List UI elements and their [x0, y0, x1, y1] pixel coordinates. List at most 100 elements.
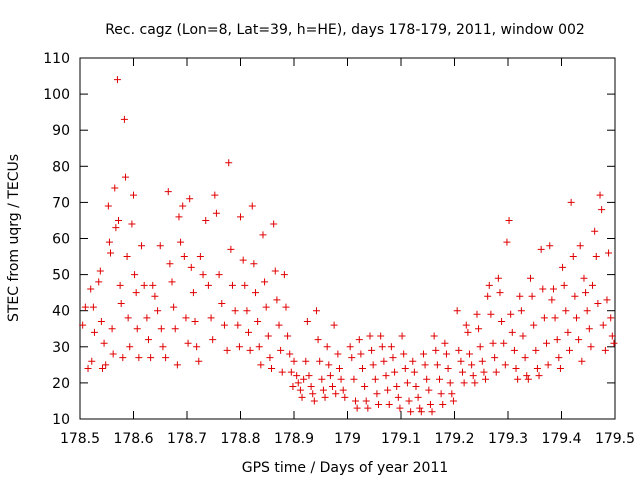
data-point: [473, 310, 481, 318]
data-points: [79, 76, 618, 416]
data-point: [168, 278, 176, 286]
data-point: [204, 281, 212, 289]
data-point: [598, 206, 606, 214]
y-axis-label: STEC from uqrg / TECUs: [6, 154, 22, 322]
data-point: [482, 375, 490, 383]
data-point: [350, 375, 358, 383]
data-point: [358, 364, 366, 372]
data-point: [516, 292, 524, 300]
data-point: [323, 343, 331, 351]
data-point: [248, 202, 256, 210]
data-point: [517, 307, 525, 315]
data-point: [191, 318, 199, 326]
data-point: [202, 216, 210, 224]
data-point: [523, 372, 531, 380]
data-point: [268, 364, 276, 372]
data-point: [375, 401, 383, 409]
data-point: [539, 285, 547, 293]
data-point: [348, 354, 356, 362]
data-point: [394, 393, 402, 401]
data-point: [496, 289, 504, 297]
data-point: [171, 325, 179, 333]
data-point: [284, 332, 292, 340]
data-point: [548, 296, 556, 304]
data-point: [261, 278, 269, 286]
data-point: [133, 325, 141, 333]
data-point: [521, 354, 529, 362]
data-point: [170, 303, 178, 311]
x-tick-label: 179.1: [381, 431, 421, 447]
data-point: [524, 375, 532, 383]
data-point: [465, 350, 473, 358]
data-point: [491, 354, 499, 362]
data-point: [159, 343, 167, 351]
data-point: [196, 253, 204, 261]
data-point: [364, 404, 372, 412]
data-point: [441, 339, 449, 347]
data-point: [362, 397, 370, 405]
data-point: [439, 401, 447, 409]
y-tick-label: 60: [52, 232, 70, 248]
data-point: [151, 292, 159, 300]
plot-frame: [79, 57, 616, 420]
data-point: [352, 397, 360, 405]
data-point: [501, 361, 509, 369]
data-point: [377, 332, 385, 340]
data-point: [90, 328, 98, 336]
data-point: [337, 375, 345, 383]
data-point: [433, 361, 441, 369]
data-point: [410, 368, 418, 376]
y-tick-label: 30: [52, 340, 70, 356]
data-point: [469, 372, 477, 380]
x-tick-label: 178.9: [274, 431, 314, 447]
data-point: [223, 346, 231, 354]
data-point: [319, 386, 327, 394]
data-point: [175, 213, 183, 221]
data-point: [140, 281, 148, 289]
data-point: [271, 267, 279, 275]
data-point: [131, 271, 139, 279]
data-point: [500, 339, 508, 347]
data-point: [562, 307, 570, 315]
data-point: [514, 375, 522, 383]
data-point: [189, 289, 197, 297]
x-axis: 178.5 178.6 178.7 178.8 178.9 179 179.1 179.2 17…: [60, 58, 635, 447]
data-point: [211, 191, 219, 199]
data-point: [398, 332, 406, 340]
data-point: [97, 318, 105, 326]
data-point: [209, 336, 217, 344]
y-tick-label: 40: [52, 304, 70, 320]
data-point: [207, 314, 215, 322]
data-point: [553, 336, 561, 344]
data-point: [532, 346, 540, 354]
data-point: [400, 350, 408, 358]
data-point: [257, 361, 265, 369]
data-point: [575, 336, 583, 344]
data-point: [212, 209, 220, 217]
data-point: [290, 357, 298, 365]
data-point: [325, 361, 333, 369]
data-point: [180, 253, 188, 261]
data-point: [112, 224, 120, 232]
data-point: [310, 397, 318, 405]
x-tick-label: 179: [334, 431, 361, 447]
data-point: [414, 393, 422, 401]
data-point: [282, 303, 290, 311]
data-point: [393, 383, 401, 391]
data-point: [569, 253, 577, 261]
data-point: [239, 256, 247, 264]
data-point: [329, 383, 337, 391]
data-point: [162, 354, 170, 362]
data-point: [123, 253, 131, 261]
data-point: [380, 357, 388, 365]
data-point: [449, 397, 457, 405]
data-point: [480, 368, 488, 376]
y-tick-label: 70: [52, 195, 70, 211]
data-point: [537, 245, 545, 253]
y-tick-label: 50: [52, 268, 70, 284]
x-tick-label: 179.2: [434, 431, 474, 447]
data-point: [401, 364, 409, 372]
data-point: [585, 325, 593, 333]
x-tick-label: 179.3: [488, 431, 528, 447]
